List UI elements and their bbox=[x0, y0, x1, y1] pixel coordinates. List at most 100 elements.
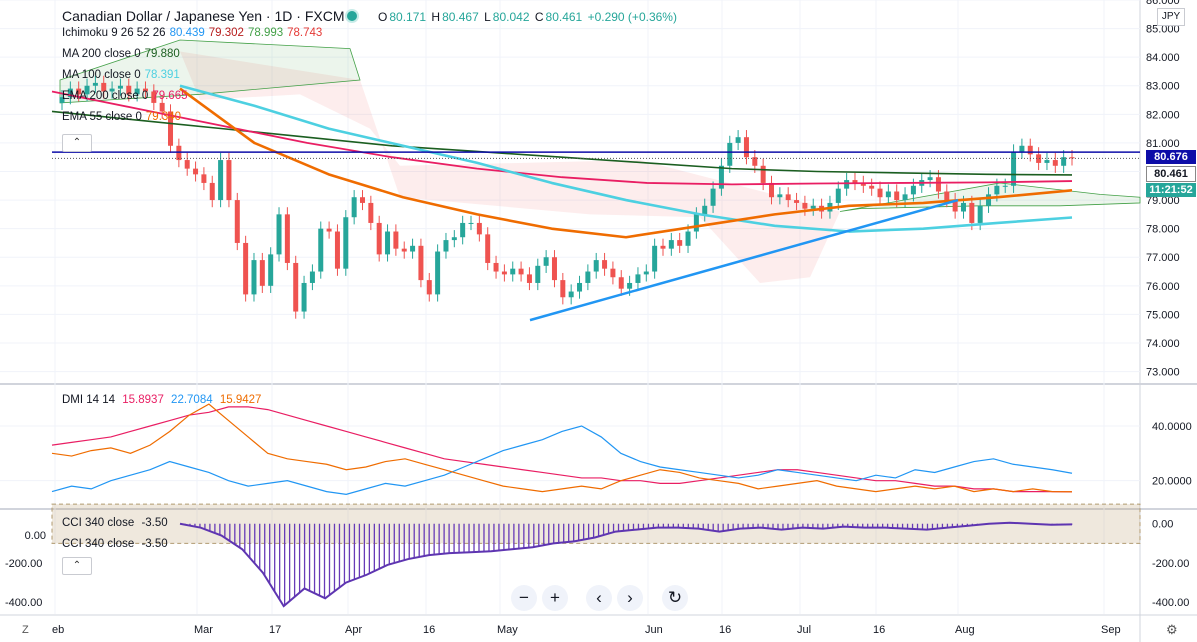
time-tick-label: Jun bbox=[645, 624, 663, 636]
candle-body bbox=[451, 237, 457, 241]
indicator-legend-row[interactable]: MA 100 close 0 78.391 bbox=[62, 69, 180, 81]
ohlc-readout: O 80.171 H 80.467 L 80.042 C 80.461 +0.290 (… bbox=[378, 10, 679, 24]
time-tick-label: Sep bbox=[1101, 624, 1121, 636]
cci-tick-label: -200.00 bbox=[1152, 558, 1189, 570]
collapse-legend-button[interactable]: ⌃ bbox=[62, 134, 92, 152]
candle-body bbox=[493, 262, 499, 272]
candle-body bbox=[76, 88, 82, 95]
candle-body bbox=[693, 214, 699, 232]
candle-body bbox=[460, 222, 466, 238]
scroll-left-button[interactable]: ‹ bbox=[586, 585, 612, 611]
indicator-label: EMA 200 close 0 bbox=[62, 90, 149, 102]
indicator-legend-row[interactable]: Ichimoku 9 26 52 26 80.439 79.302 78.993 78.… bbox=[62, 27, 322, 39]
candle-body bbox=[201, 174, 207, 183]
scroll-right-button[interactable]: › bbox=[617, 585, 643, 611]
candle-body bbox=[518, 268, 524, 275]
candle-body bbox=[435, 251, 441, 295]
candle-body bbox=[368, 202, 374, 223]
candle-body bbox=[159, 102, 165, 112]
cci-tick-label: 0.00 bbox=[1152, 519, 1173, 531]
candle-body bbox=[109, 88, 115, 92]
timezone-icon[interactable]: Z bbox=[22, 624, 29, 636]
candle-body bbox=[259, 260, 265, 286]
candle-body bbox=[969, 202, 975, 223]
zoom-out-button[interactable]: − bbox=[511, 585, 537, 611]
candle-body bbox=[602, 260, 608, 269]
candle-body bbox=[877, 188, 883, 198]
candle-body bbox=[1052, 160, 1058, 166]
candle-body bbox=[718, 165, 724, 189]
candle-body bbox=[568, 291, 574, 298]
candle-body bbox=[193, 168, 199, 175]
candle-body bbox=[1011, 151, 1017, 186]
candle-body bbox=[209, 182, 215, 201]
candle-body bbox=[226, 160, 232, 201]
collapse-cci-button[interactable]: ⌃ bbox=[62, 557, 92, 575]
candle-body bbox=[802, 202, 808, 209]
price-tick-label: 74.000 bbox=[1146, 338, 1180, 350]
change-value: +0.290 (+0.36%) bbox=[587, 10, 677, 24]
candle-body bbox=[334, 231, 340, 269]
candle-body bbox=[668, 240, 674, 249]
open-label: O bbox=[378, 10, 388, 24]
candle-body bbox=[785, 194, 791, 201]
candle-body bbox=[385, 231, 391, 255]
indicator-legend-row[interactable]: EMA 200 close 0 79.665 bbox=[62, 90, 188, 102]
candle-body bbox=[952, 200, 958, 212]
dmi-tick-label: 20.0000 bbox=[1152, 476, 1192, 488]
indicator-legend-row[interactable]: MA 200 close 0 79.880 bbox=[62, 48, 180, 60]
dmi-tick-label: 40.0000 bbox=[1152, 421, 1192, 433]
cci-line bbox=[179, 521, 1073, 608]
candle-body bbox=[1002, 185, 1008, 187]
time-tick-label: eb bbox=[52, 624, 64, 636]
cci-value: -3.50 bbox=[141, 517, 168, 529]
price-tick-label: 83.000 bbox=[1146, 81, 1180, 93]
candle-body bbox=[1044, 160, 1050, 163]
dmi-adx-value: 15.8937 bbox=[122, 394, 164, 406]
reset-chart-button[interactable]: ↻ bbox=[662, 585, 688, 611]
candle-body bbox=[351, 197, 357, 218]
candle-body bbox=[1027, 145, 1033, 155]
dmi-series-line bbox=[51, 425, 1073, 495]
indicator-legend-row[interactable]: EMA 55 close 0 79.340 bbox=[62, 111, 181, 123]
candle-body bbox=[927, 177, 933, 181]
candle-body bbox=[426, 280, 432, 295]
candle-body bbox=[410, 245, 416, 252]
candle-body bbox=[769, 182, 775, 198]
zoom-in-button[interactable]: + bbox=[542, 585, 568, 611]
indicator-value: 79.665 bbox=[152, 90, 188, 102]
cci-tick-label: -400.00 bbox=[1152, 597, 1189, 609]
price-tick-label: 76.000 bbox=[1146, 281, 1180, 293]
candle-body bbox=[894, 191, 900, 201]
candle-body bbox=[84, 85, 90, 95]
candle-body bbox=[218, 160, 224, 201]
candle-body bbox=[977, 205, 983, 223]
close-value: 80.461 bbox=[545, 10, 583, 24]
candle-body bbox=[760, 165, 766, 183]
dmi-series-line bbox=[51, 406, 1073, 493]
indicator-label: EMA 55 close 0 bbox=[62, 111, 142, 123]
candle-body bbox=[510, 268, 516, 275]
countdown-tag: 11:21:52 bbox=[1146, 183, 1196, 197]
candle-body bbox=[660, 245, 666, 249]
ma100-line bbox=[179, 84, 1073, 233]
candle-body bbox=[986, 194, 992, 206]
candle-body bbox=[777, 194, 783, 198]
price-tick-label: 85.000 bbox=[1146, 24, 1180, 36]
symbol-title[interactable]: Canadian Dollar / Japanese Yen · 1D · FX… bbox=[62, 8, 345, 24]
candle-body bbox=[635, 274, 641, 283]
time-tick-label: 16 bbox=[719, 624, 731, 636]
price-tick-label: 81.000 bbox=[1146, 138, 1180, 150]
indicator-value: 78.391 bbox=[144, 69, 180, 81]
low-label: L bbox=[484, 10, 491, 24]
candle-body bbox=[560, 280, 566, 298]
candle-body bbox=[585, 271, 591, 283]
price-tick-label: 86.000 bbox=[1146, 0, 1180, 7]
time-tick-label: 16 bbox=[423, 624, 435, 636]
ichimoku-cloud-bullish bbox=[59, 39, 361, 104]
candle-body bbox=[243, 242, 249, 295]
currency-badge[interactable]: JPY bbox=[1157, 8, 1185, 26]
cci-legend: CCI 340 close -3.50 bbox=[62, 517, 168, 529]
settings-gear-icon[interactable]: ⚙ bbox=[1166, 622, 1178, 637]
